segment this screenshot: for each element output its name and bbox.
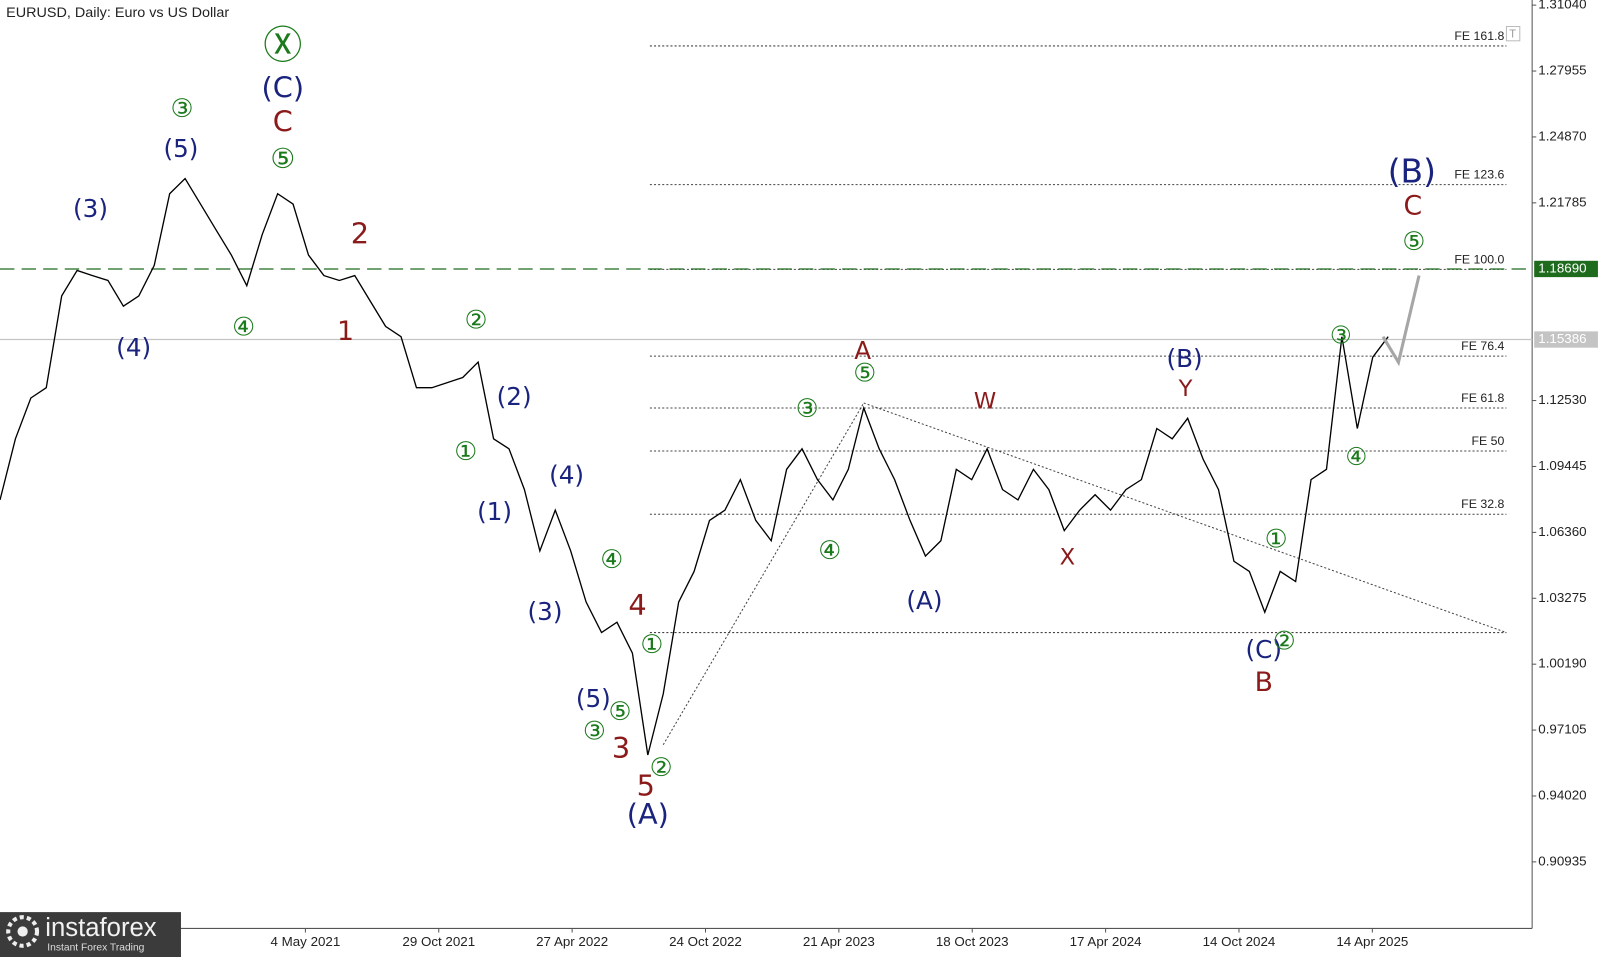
- y-tick-label: 0.94020: [1538, 788, 1586, 803]
- wave-label: ①: [1265, 525, 1288, 555]
- price-marker: [1534, 331, 1598, 348]
- y-tick-label: 1.24870: [1538, 128, 1586, 143]
- y-tick-label: 1.03275: [1538, 590, 1586, 605]
- wave-label: (4): [549, 461, 584, 490]
- wave-label: ③: [583, 717, 606, 747]
- logo-name: instaforex: [45, 914, 157, 942]
- wave-label: A: [854, 336, 871, 365]
- wave-label: (C): [1246, 635, 1282, 664]
- wave-label: (2): [497, 382, 532, 411]
- wave-label: ④: [600, 545, 623, 575]
- logo-tagline: Instant Forex Trading: [47, 943, 144, 954]
- fe-label: FE 100.0: [1454, 252, 1504, 266]
- fe-label: FE 123.6: [1454, 168, 1504, 182]
- x-tick-label: 24 Oct 2022: [669, 934, 742, 949]
- y-tick-label: 0.97105: [1538, 722, 1586, 737]
- wave-label: 5: [637, 769, 655, 803]
- wave-label: 4: [628, 588, 646, 622]
- wave-label: (A): [906, 586, 942, 615]
- wave-label: ②: [1273, 627, 1296, 657]
- wave-label: X: [1060, 545, 1075, 571]
- wave-label: ④: [232, 313, 255, 343]
- wave-label: ④: [1345, 442, 1367, 471]
- fe-label: FE 76.4: [1461, 339, 1504, 353]
- wave-label: (A): [627, 797, 669, 831]
- wave-label: (C): [262, 71, 305, 105]
- toolbar-icon[interactable]: [1505, 26, 1521, 42]
- fe-label: FE 161.8: [1454, 29, 1504, 43]
- wave-label: B: [1255, 667, 1273, 698]
- x-tick-label: 4 May 2021: [271, 934, 341, 949]
- wave-label: 3: [612, 731, 630, 765]
- forecast-path: [1381, 275, 1421, 367]
- wave-label: (B): [1388, 153, 1436, 191]
- wave-label: ④: [818, 536, 841, 566]
- wave-label: ①: [640, 630, 663, 660]
- fe-label: FE 50: [1471, 434, 1504, 448]
- y-tick-label: 1.31040: [1538, 0, 1586, 12]
- wave-label: (B): [1166, 344, 1202, 373]
- price-marker-label: 1.15386: [1538, 331, 1586, 346]
- wave-label: Ⓧ: [263, 24, 302, 69]
- chart-title: EURUSD, Daily: Euro vs US Dollar: [6, 5, 229, 21]
- toolbar-icon-glyph: T: [1508, 29, 1516, 41]
- wave-label: ②: [650, 753, 673, 783]
- wave-label: (5): [576, 684, 611, 713]
- wave-label: (3): [73, 194, 108, 223]
- wave-label: C: [1404, 191, 1423, 222]
- wave-label: ①: [454, 437, 477, 467]
- y-tick-label: 1.12530: [1538, 392, 1586, 407]
- x-tick-label: 14 Oct 2024: [1203, 934, 1276, 949]
- wave-label: C: [273, 105, 293, 139]
- wave-label: ⑤: [270, 142, 295, 175]
- price-marker: [1534, 260, 1598, 278]
- x-tick-label: 14 Apr 2025: [1336, 934, 1408, 949]
- x-tick-label: 17 Apr 2024: [1070, 934, 1142, 949]
- wave-label: ③: [170, 94, 193, 124]
- y-tick-label: 1.06360: [1538, 524, 1586, 539]
- wave-label: (3): [528, 597, 563, 626]
- wave-label: (4): [116, 333, 151, 362]
- wave-label: (5): [163, 134, 198, 163]
- logo-gear-core: [17, 926, 28, 937]
- wave-label: ③: [1330, 321, 1352, 350]
- trend-line: [662, 402, 865, 746]
- y-tick-label: 1.21785: [1538, 194, 1586, 209]
- logo-gear: [6, 915, 40, 948]
- wave-label: W: [974, 389, 996, 415]
- y-tick-label: 0.90935: [1538, 853, 1586, 868]
- y-tick-label: 1.09445: [1538, 458, 1586, 473]
- wave-label: ⑤: [609, 697, 632, 727]
- y-tick-label: 1.00190: [1538, 656, 1586, 671]
- wave-label: ⑤: [1402, 227, 1425, 257]
- x-tick-label: 27 Apr 2022: [536, 934, 608, 949]
- price-line-series: [0, 177, 1389, 756]
- price-marker-label: 1.18690: [1538, 261, 1586, 276]
- fe-label: FE 32.8: [1461, 497, 1504, 511]
- wave-label: ③: [796, 394, 819, 424]
- y-tick-label: 1.27955: [1538, 63, 1586, 78]
- wave-label: ②: [465, 305, 488, 335]
- wave-label: 1: [337, 316, 354, 347]
- wave-label: Y: [1178, 376, 1193, 402]
- fe-label: FE 61.8: [1461, 391, 1504, 405]
- x-tick-label: 29 Oct 2021: [402, 934, 475, 949]
- trend-line: [863, 402, 1507, 634]
- wave-label: ⑤: [853, 358, 876, 388]
- logo: instaforex Instant Forex Trading: [0, 912, 181, 957]
- x-tick-label: 21 Apr 2023: [803, 934, 875, 949]
- x-tick-label: 18 Oct 2023: [936, 934, 1009, 949]
- wave-label: 2: [351, 217, 369, 251]
- wave-label: (1): [477, 497, 512, 526]
